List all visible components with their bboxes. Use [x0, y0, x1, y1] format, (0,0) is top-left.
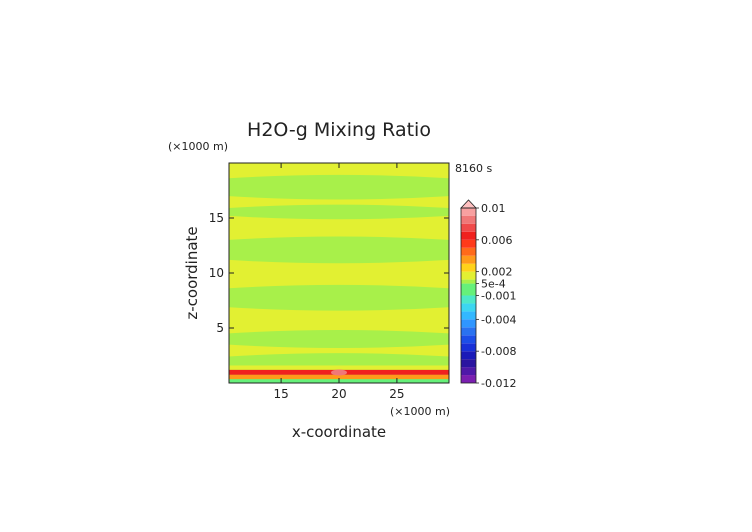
y-unit-label: (×1000 m)	[168, 140, 228, 153]
contour-band	[229, 208, 449, 220]
contour-band	[229, 333, 449, 348]
contour-band	[229, 374, 449, 380]
colorbar-segment	[461, 367, 476, 376]
chart-title: H2O-g Mixing Ratio	[247, 119, 431, 141]
colorbar-segment	[461, 283, 476, 296]
contour-band	[229, 212, 449, 240]
x-axis-label: x-coordinate	[292, 423, 386, 441]
colorbar-segment	[461, 263, 476, 272]
y-axis: 5 10 15	[209, 211, 449, 335]
y-tick-label: 5	[216, 321, 224, 335]
y-tick-label: 15	[209, 211, 224, 225]
colorbar-tick-label: -0.004	[481, 313, 516, 326]
contour-band	[229, 256, 449, 289]
contour-band	[229, 240, 449, 264]
contour-hot-spot	[331, 369, 347, 376]
colorbar-tick-label: 5e-4	[481, 278, 506, 291]
colorbar-segment	[461, 279, 476, 284]
colorbar-segment	[461, 335, 476, 344]
x-tick-label: 20	[331, 387, 346, 401]
colorbar-segment	[461, 303, 476, 312]
x-tick-label: 15	[273, 387, 288, 401]
colorbar-segment	[461, 375, 476, 383]
contour-band	[229, 163, 449, 179]
colorbar-segment	[461, 271, 476, 280]
colorbar-extend-arrow	[460, 199, 477, 209]
contour-band	[229, 365, 449, 370]
colorbar-tick-label: 0.002	[481, 266, 513, 279]
colorbar-tick-label: 0.006	[481, 234, 513, 247]
colorbar-segment	[461, 327, 476, 336]
colorbar-segment	[461, 295, 476, 304]
colorbar-segment	[461, 215, 476, 224]
colorbar-segment	[461, 208, 476, 216]
colorbar-segment	[461, 231, 476, 240]
colorbar-segment	[461, 247, 476, 256]
time-label: 8160 s	[455, 162, 492, 175]
y-axis-label: z-coordinate	[183, 226, 201, 319]
x-unit-label: (×1000 m)	[390, 405, 450, 418]
colorbar-segment	[461, 223, 476, 232]
colorbar-segment	[461, 359, 476, 368]
colorbar-tick-label: -0.012	[481, 377, 516, 390]
colorbar-segment	[461, 343, 476, 352]
y-tick-label: 10	[209, 266, 224, 280]
contour-band	[229, 288, 449, 311]
colorbar-segment	[461, 351, 476, 360]
contour-band	[229, 178, 449, 200]
colorbar-segment	[461, 319, 476, 328]
mixing-ratio-field	[229, 163, 449, 383]
contour-band	[229, 356, 449, 366]
colorbar-segment	[461, 255, 476, 264]
contour-band	[229, 303, 449, 334]
x-tick-label: 25	[389, 387, 404, 401]
colorbar-segment	[461, 311, 476, 320]
colorbar-tick-label: 0.01	[481, 202, 506, 215]
colorbar-segment	[461, 239, 476, 248]
colorbar-tick-label: -0.001	[481, 290, 516, 303]
colorbar-tick-label: -0.008	[481, 345, 516, 358]
x-axis: 15 20 25	[273, 163, 405, 401]
